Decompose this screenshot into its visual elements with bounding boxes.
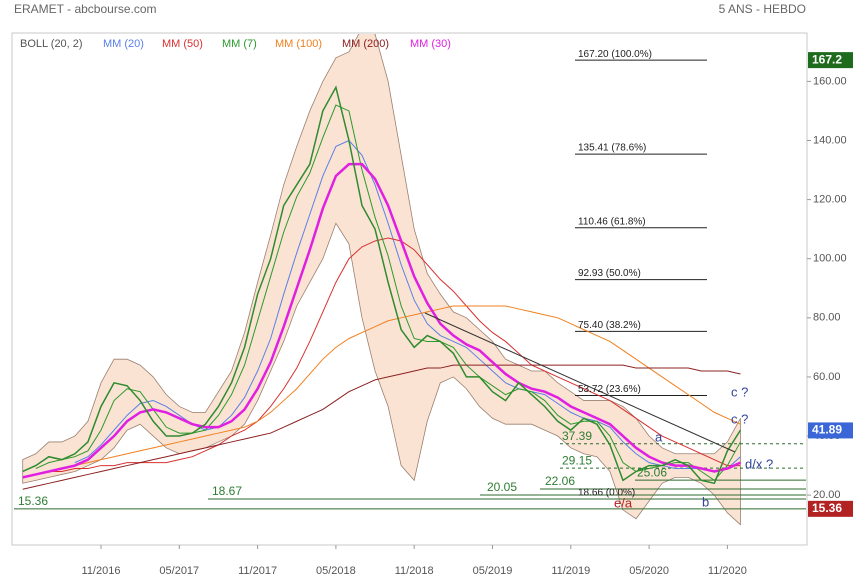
moving-average	[22, 305, 741, 478]
wave-label: d/x ?	[745, 456, 773, 471]
y-tick-label: 140.00	[813, 134, 847, 146]
x-tick-label: 11/2019	[551, 565, 590, 577]
bollinger-band	[22, 34, 741, 526]
wave-label: c ?	[731, 411, 748, 426]
x-tick-label: 05/2019	[473, 565, 513, 577]
fib-level-label: 110.46 (61.8%)	[578, 216, 646, 227]
x-tick-label: 11/2018	[395, 565, 434, 577]
y-tick-label: 160.00	[813, 75, 847, 87]
wave-label: b	[702, 494, 709, 509]
price-tag-label: 15.36	[812, 501, 842, 515]
price-line	[22, 85, 742, 485]
fib-level-label: 167.20 (100.0%)	[578, 49, 652, 60]
moving-average	[22, 364, 741, 490]
x-tick-label: 05/2018	[316, 565, 356, 577]
support-level-label: 37.39	[562, 429, 592, 443]
price-tag-label: 41.89	[812, 423, 842, 437]
legend-entry: MM (50)	[162, 38, 203, 50]
y-tick-label: 80.00	[813, 312, 841, 324]
plot-area	[14, 34, 806, 526]
y-tick-label: 100.00	[813, 253, 847, 265]
x-tick-label: 11/2017	[238, 565, 277, 577]
wave-label: e/a	[614, 495, 633, 510]
support-level-label: 29.15	[562, 453, 592, 467]
trend-line	[424, 312, 736, 453]
header-title: ERAMET - abcbourse.com	[14, 2, 157, 16]
support-level-label: 15.36	[18, 494, 48, 508]
legend-entry: MM (200)	[342, 38, 389, 50]
header-period: 5 ANS - HEBDO	[719, 2, 806, 16]
legend-entry: MM (7)	[222, 38, 257, 50]
price-tag	[808, 52, 853, 69]
x-tick-label: 11/2020	[708, 565, 747, 577]
wave-label: c ?	[731, 384, 748, 399]
moving-average	[74, 139, 741, 472]
fib-level-label: 135.41 (78.6%)	[578, 143, 646, 154]
legend-entry: MM (30)	[410, 38, 451, 50]
price-tag	[808, 422, 853, 439]
y-tick-label: 20.00	[813, 489, 841, 501]
x-tick-label: 05/2017	[159, 565, 199, 577]
fib-level-label: 53.72 (23.6%)	[578, 384, 641, 395]
price-tag-label: 167.2	[812, 52, 842, 66]
y-tick-label: 120.00	[813, 194, 847, 206]
support-level-label: 25.06	[637, 465, 667, 479]
y-tick-label: 60.00	[813, 371, 841, 383]
fib-level-label: 75.40 (38.2%)	[578, 320, 641, 331]
x-tick-label: 05/2020	[629, 565, 669, 577]
fib-level-label: 18.66 (0.0%)	[578, 488, 635, 499]
x-tick-label: 11/2016	[82, 565, 121, 577]
wave-label: a	[655, 429, 663, 444]
legend-entry: MM (100)	[275, 38, 322, 50]
moving-average	[22, 162, 741, 479]
support-level-label: 20.05	[487, 480, 517, 494]
price-tag	[808, 500, 853, 517]
fib-level-label: 92.93 (50.0%)	[578, 268, 641, 279]
legend-entry: BOLL (20, 2)	[20, 38, 83, 50]
legend-entry: MM (20)	[103, 38, 144, 50]
support-level-label: 22.06	[545, 474, 575, 488]
support-level-label: 18.67	[212, 484, 242, 498]
